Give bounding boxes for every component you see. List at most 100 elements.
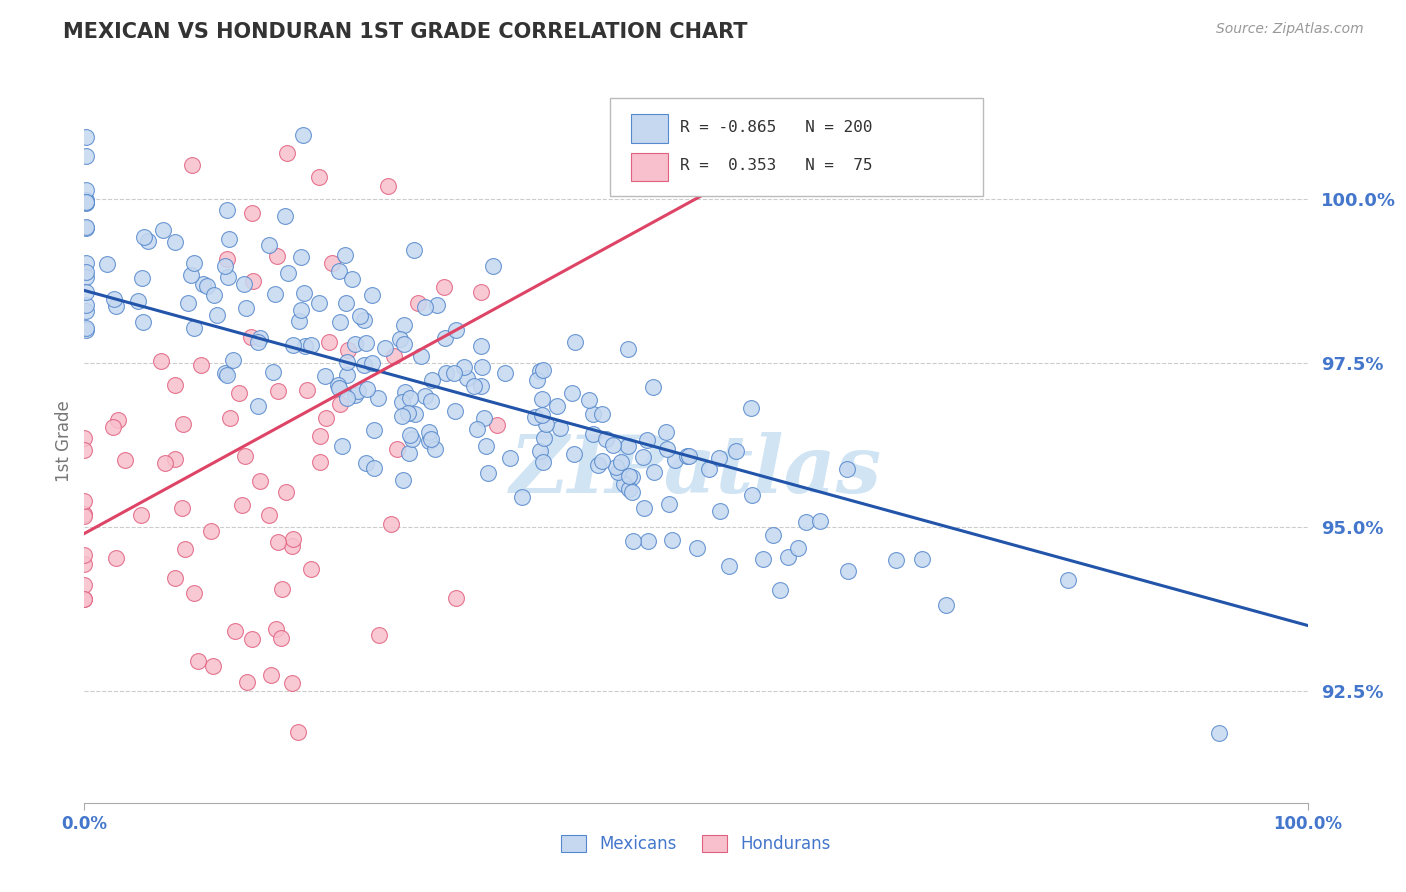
Point [523, 410, 546, 425]
Point [472, 410, 495, 425]
Point [582, 407, 605, 421]
Point [333, 248, 356, 262]
Point [262, 365, 284, 379]
Point [444, 591, 467, 605]
Point [131, 270, 153, 285]
Point [349, 309, 371, 323]
Text: ZIPatlas: ZIPatlas [510, 432, 882, 509]
Point [231, 498, 253, 512]
Point [602, 438, 624, 452]
Point [336, 392, 359, 406]
Point [470, 339, 492, 353]
Point [281, 338, 304, 352]
Point [835, 462, 858, 476]
Point [546, 399, 568, 413]
Point [787, 541, 810, 555]
Point [418, 425, 440, 440]
Point [453, 360, 475, 375]
Point [240, 632, 263, 646]
Point [202, 288, 225, 302]
Point [277, 266, 299, 280]
Point [374, 341, 396, 355]
Point [636, 434, 658, 448]
Point [356, 456, 378, 470]
Point [295, 384, 318, 398]
Point [548, 421, 571, 435]
Point [129, 508, 152, 523]
Point [75, 196, 97, 211]
Point [377, 178, 399, 193]
Point [294, 339, 316, 353]
Point [467, 422, 489, 436]
Point [621, 533, 644, 548]
Point [308, 296, 330, 310]
Point [205, 308, 228, 322]
Point [343, 388, 366, 402]
Point [73, 548, 96, 562]
Point [631, 450, 654, 464]
Point [582, 427, 605, 442]
Point [394, 384, 416, 399]
Legend: Mexicans, Hondurans: Mexicans, Hondurans [554, 828, 838, 860]
Point [433, 279, 456, 293]
Point [404, 407, 426, 421]
Point [75, 149, 97, 163]
Point [463, 379, 485, 393]
Point [595, 433, 617, 447]
Point [75, 321, 97, 335]
Point [127, 294, 149, 309]
Point [443, 366, 465, 380]
Point [368, 628, 391, 642]
Point [385, 442, 408, 457]
Point [136, 234, 159, 248]
Point [224, 624, 246, 638]
Point [329, 315, 352, 329]
Point [73, 494, 96, 508]
Bar [631, 114, 668, 143]
Point [75, 220, 97, 235]
Point [578, 392, 600, 407]
Point [163, 377, 186, 392]
Point [641, 379, 664, 393]
Point [391, 394, 413, 409]
Point [242, 274, 264, 288]
Point [613, 477, 636, 491]
Point [510, 490, 533, 504]
Point [183, 256, 205, 270]
Point [249, 474, 271, 488]
Point [609, 455, 631, 469]
Point [75, 221, 97, 235]
Point [75, 303, 97, 318]
Point [337, 343, 360, 357]
Point [107, 413, 129, 427]
Point [340, 271, 363, 285]
Point [388, 332, 411, 346]
Point [73, 577, 96, 591]
Point [741, 488, 763, 502]
Point [778, 549, 800, 564]
Point [655, 425, 678, 439]
Point [276, 484, 298, 499]
Point [588, 458, 610, 473]
Text: R =  0.353   N =  75: R = 0.353 N = 75 [681, 158, 873, 173]
Point [328, 263, 350, 277]
Point [607, 466, 630, 480]
Point [762, 528, 785, 542]
Point [172, 501, 194, 516]
Point [336, 354, 359, 368]
Point [328, 381, 350, 395]
Point [402, 243, 425, 257]
Point [392, 473, 415, 487]
Point [165, 452, 187, 467]
Point [382, 349, 405, 363]
Point [396, 406, 419, 420]
Point [73, 431, 96, 445]
Point [471, 360, 494, 375]
Point [235, 301, 257, 315]
Point [73, 557, 96, 571]
Y-axis label: 1st Grade: 1st Grade [55, 401, 73, 483]
Point [752, 552, 775, 566]
Point [361, 356, 384, 370]
Point [246, 400, 269, 414]
Point [233, 449, 256, 463]
